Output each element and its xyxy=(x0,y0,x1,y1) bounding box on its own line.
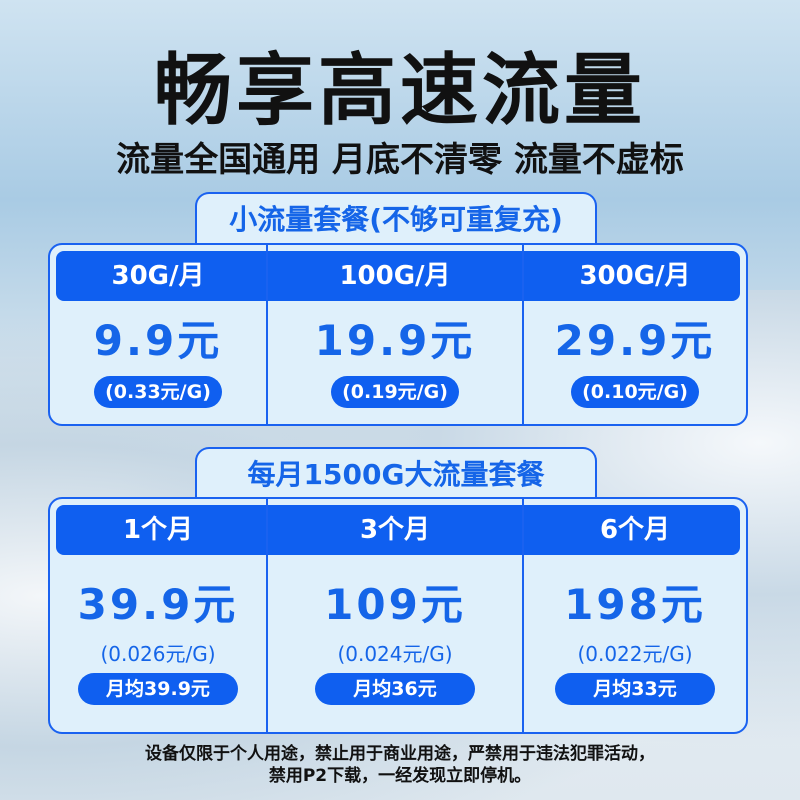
subtitle: 流量全国通用 月底不清零 流量不虚标 xyxy=(116,140,684,180)
plan-name: 1个月 xyxy=(122,515,194,545)
plan-price: 39.9元 xyxy=(77,580,239,629)
plan-name: 100G/月 xyxy=(339,261,451,291)
plan-name: 6个月 xyxy=(599,515,671,545)
plan-name: 30G/月 xyxy=(111,261,205,291)
header-bar xyxy=(56,505,740,555)
small-plans-tab: 小流量套餐(不够可重复充) xyxy=(195,192,597,248)
plan-name: 300G/月 xyxy=(579,261,691,291)
monthly-badge: 月均39.9元 xyxy=(78,673,238,705)
plan-price: 198元 xyxy=(564,580,706,629)
per-gb-badge: (0.33元/G) xyxy=(94,376,222,408)
plan-card[interactable]: 300G/月 29.9元 (0.10元/G) xyxy=(522,245,746,424)
per-gb-text: (0.022元/G) xyxy=(577,642,693,666)
plan-card[interactable]: 100G/月 19.9元 (0.19元/G) xyxy=(266,245,522,424)
page-title: 畅享高速流量 xyxy=(153,46,646,136)
big-plans-tab: 每月1500G大流量套餐 xyxy=(195,447,597,503)
plan-price: 109元 xyxy=(324,580,466,629)
plan-price: 19.9元 xyxy=(314,316,476,365)
monthly-badge: 月均36元 xyxy=(315,673,475,705)
monthly-badge: 月均33元 xyxy=(555,673,715,705)
plan-price: 9.9元 xyxy=(93,316,223,365)
plan-price: 29.9元 xyxy=(554,316,716,365)
header-bar xyxy=(56,251,740,301)
plan-card[interactable]: 30G/月 9.9元 (0.33元/G) xyxy=(50,245,266,424)
plan-card[interactable]: 6个月 198元 (0.022元/G) 月均33元 xyxy=(522,499,746,732)
plan-card[interactable]: 1个月 39.9元 (0.026元/G) 月均39.9元 xyxy=(50,499,266,732)
per-gb-text: (0.026元/G) xyxy=(100,642,216,666)
per-gb-badge: (0.19元/G) xyxy=(331,376,459,408)
plan-name: 3个月 xyxy=(359,515,431,545)
per-gb-badge: (0.10元/G) xyxy=(571,376,699,408)
disclaimer: 设备仅限于个人用途，禁止用于商业用途，严禁用于违法犯罪活动， 禁用P2下载，一经… xyxy=(0,743,800,787)
big-plans-panel: 1个月 39.9元 (0.026元/G) 月均39.9元 3个月 109元 (0… xyxy=(48,497,748,734)
plan-card[interactable]: 3个月 109元 (0.024元/G) 月均36元 xyxy=(266,499,522,732)
per-gb-text: (0.024元/G) xyxy=(337,642,453,666)
disclaimer-line: 禁用P2下载，一经发现立即停机。 xyxy=(268,766,532,786)
disclaimer-line: 设备仅限于个人用途，禁止用于商业用途，严禁用于违法犯罪活动， xyxy=(145,744,655,764)
small-plans-panel: 30G/月 9.9元 (0.33元/G) 100G/月 19.9元 (0.19元… xyxy=(48,243,748,426)
